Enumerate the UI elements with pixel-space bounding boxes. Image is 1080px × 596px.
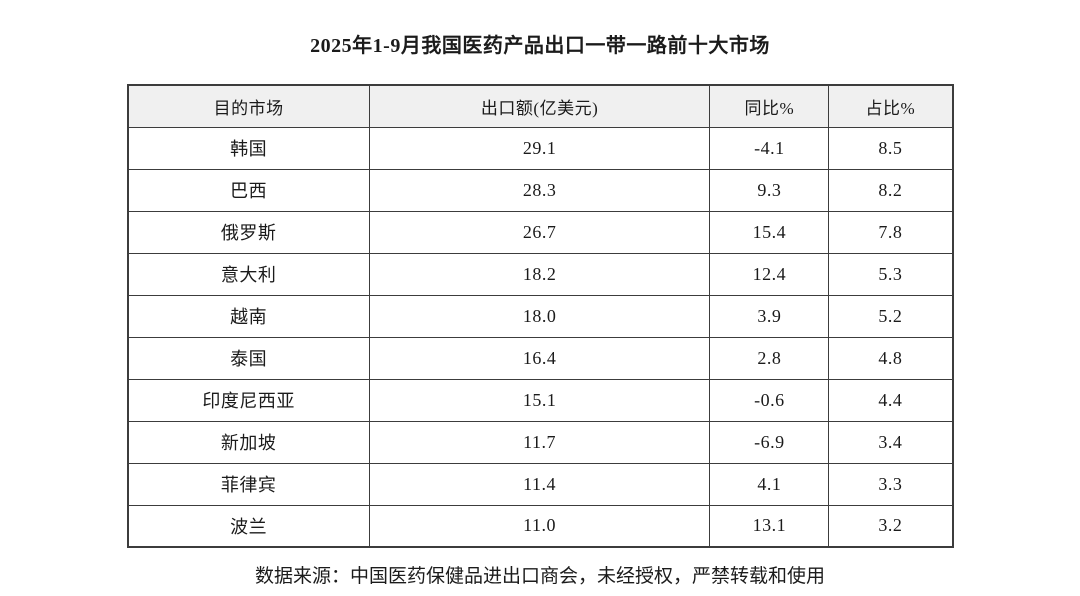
table-header-row: 目的市场 出口额(亿美元) 同比% 占比% bbox=[127, 84, 953, 128]
column-header: 同比% bbox=[709, 84, 830, 128]
chart-title: 2025年1-9月我国医药产品出口一带一路前十大市场 bbox=[310, 35, 770, 57]
market-cell: 印度尼西亚 bbox=[127, 378, 370, 422]
table-row: 俄罗斯 26.7 15.4 7.8 bbox=[127, 210, 953, 254]
value-cell: 11.7 bbox=[368, 420, 711, 464]
column-header: 目的市场 bbox=[127, 84, 370, 128]
table-row: 印度尼西亚 15.1 -0.6 4.4 bbox=[127, 378, 953, 422]
market-cell: 巴西 bbox=[127, 168, 370, 212]
market-cell: 菲律宾 bbox=[127, 462, 370, 506]
value-cell: 15.4 bbox=[709, 210, 830, 254]
table-row: 越南 18.0 3.9 5.2 bbox=[127, 294, 953, 338]
data-table: 目的市场 出口额(亿美元) 同比% 占比% 韩国 29.1 -4.1 8.5 巴西 28.3 9.… bbox=[126, 84, 954, 548]
value-cell: 8.2 bbox=[828, 168, 953, 212]
value-cell: 16.4 bbox=[368, 336, 711, 380]
value-cell: 15.1 bbox=[368, 378, 711, 422]
table-body: 韩国 29.1 -4.1 8.5 巴西 28.3 9.3 8.2 俄罗斯 26.7 15.4 7.8 意… bbox=[127, 126, 953, 548]
market-cell: 俄罗斯 bbox=[127, 210, 370, 254]
market-cell: 意大利 bbox=[127, 252, 370, 296]
value-cell: 11.0 bbox=[368, 504, 711, 548]
table-row: 意大利 18.2 12.4 5.3 bbox=[127, 252, 953, 296]
value-cell: 2.8 bbox=[709, 336, 830, 380]
value-cell: -4.1 bbox=[709, 126, 830, 170]
table-row: 巴西 28.3 9.3 8.2 bbox=[127, 168, 953, 212]
value-cell: 11.4 bbox=[368, 462, 711, 506]
market-cell: 新加坡 bbox=[127, 420, 370, 464]
value-cell: 3.4 bbox=[828, 420, 953, 464]
table-row: 新加坡 11.7 -6.9 3.4 bbox=[127, 420, 953, 464]
market-cell: 韩国 bbox=[127, 126, 370, 170]
value-cell: 4.4 bbox=[828, 378, 953, 422]
value-cell: 18.2 bbox=[368, 252, 711, 296]
value-cell: -6.9 bbox=[709, 420, 830, 464]
value-cell: 28.3 bbox=[368, 168, 711, 212]
value-cell: 5.2 bbox=[828, 294, 953, 338]
market-cell: 波兰 bbox=[127, 504, 370, 548]
value-cell: 3.2 bbox=[828, 504, 953, 548]
value-cell: 3.9 bbox=[709, 294, 830, 338]
table-row: 波兰 11.0 13.1 3.2 bbox=[127, 504, 953, 548]
value-cell: 26.7 bbox=[368, 210, 711, 254]
table-row: 泰国 16.4 2.8 4.8 bbox=[127, 336, 953, 380]
market-cell: 泰国 bbox=[127, 336, 370, 380]
value-cell: 29.1 bbox=[368, 126, 711, 170]
market-cell: 越南 bbox=[127, 294, 370, 338]
value-cell: 8.5 bbox=[828, 126, 953, 170]
value-cell: 12.4 bbox=[709, 252, 830, 296]
value-cell: 4.8 bbox=[828, 336, 953, 380]
value-cell: 5.3 bbox=[828, 252, 953, 296]
value-cell: 7.8 bbox=[828, 210, 953, 254]
value-cell: 9.3 bbox=[709, 168, 830, 212]
table-row: 韩国 29.1 -4.1 8.5 bbox=[127, 126, 953, 170]
value-cell: 3.3 bbox=[828, 462, 953, 506]
value-cell: 13.1 bbox=[709, 504, 830, 548]
data-source-note: 数据来源：中国医药保健品进出口商会，未经授权，严禁转载和使用 bbox=[254, 566, 825, 587]
value-cell: -0.6 bbox=[709, 378, 830, 422]
column-header: 出口额(亿美元) bbox=[368, 84, 711, 128]
value-cell: 18.0 bbox=[368, 294, 711, 338]
column-header: 占比% bbox=[828, 84, 953, 128]
table-row: 菲律宾 11.4 4.1 3.3 bbox=[127, 462, 953, 506]
value-cell: 4.1 bbox=[709, 462, 830, 506]
